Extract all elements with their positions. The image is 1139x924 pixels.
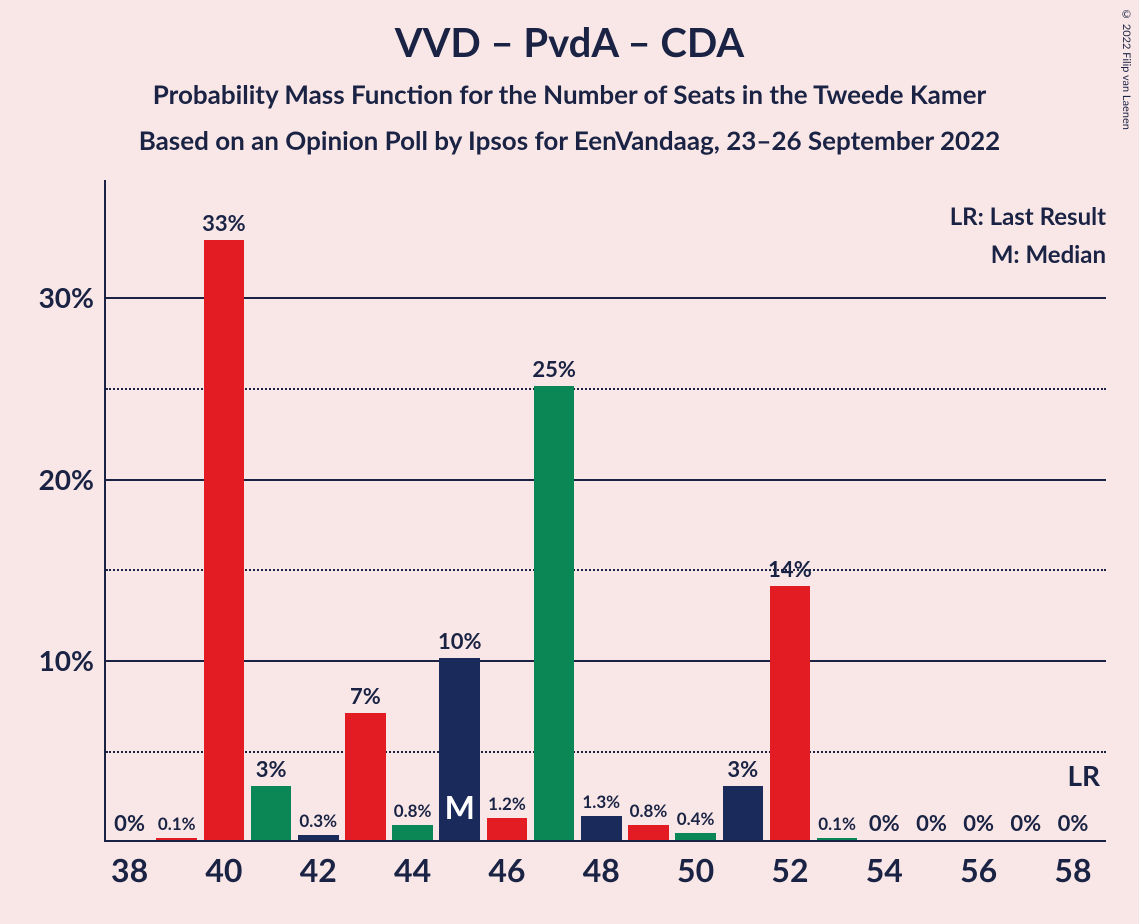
x-tick-label: 56	[960, 850, 997, 889]
gridline-minor	[106, 751, 1106, 753]
bar-value-label: 0%	[916, 809, 947, 836]
chart-plot: 10%20%30%38404244464850525456580%0.1%33%…	[106, 206, 1106, 842]
x-tick-label: 50	[677, 850, 714, 889]
bar-value-label: 10%	[438, 627, 482, 654]
y-tick-label: 10%	[39, 643, 94, 677]
lr-marker: LR	[1067, 758, 1100, 792]
copyright-text: © 2022 Filip van Laenen	[1120, 8, 1133, 130]
x-tick-label: 58	[1054, 850, 1091, 889]
x-tick-label: 40	[205, 850, 242, 889]
bar	[675, 833, 716, 840]
gridline-major	[106, 660, 1106, 662]
bar-value-label: 0%	[114, 809, 145, 836]
bar-value-label: 3%	[256, 755, 287, 782]
bar	[204, 240, 245, 840]
legend-lr: LR: Last Result	[950, 198, 1106, 236]
bar	[581, 816, 622, 840]
bar-value-label: 0.8%	[630, 800, 668, 821]
gridline-major	[106, 297, 1106, 299]
bar	[817, 838, 858, 840]
chart-subtitle-1: Probability Mass Function for the Number…	[0, 78, 1139, 110]
bar-value-label: 0.1%	[818, 813, 856, 834]
legend: LR: Last Result M: Median	[950, 198, 1106, 275]
bar	[487, 818, 528, 840]
bar-value-label: 3%	[727, 755, 758, 782]
bar-value-label: 0%	[963, 809, 994, 836]
chart-title: VVD – PvdA – CDA	[0, 18, 1139, 66]
bar	[156, 838, 197, 840]
bar	[345, 713, 386, 840]
median-marker: M	[445, 787, 475, 826]
gridline-major	[106, 479, 1106, 481]
bar	[251, 786, 292, 841]
bar	[298, 835, 339, 840]
bar-value-label: 14%	[768, 555, 812, 582]
bar-value-label: 7%	[350, 682, 381, 709]
bar-value-label: 0.8%	[394, 800, 432, 821]
x-tick-label: 38	[111, 850, 148, 889]
bar-value-label: 1.2%	[488, 793, 526, 814]
bar-value-label: 1.3%	[582, 791, 620, 812]
bar	[392, 825, 433, 840]
bar	[723, 786, 764, 841]
x-tick-label: 52	[771, 850, 808, 889]
x-tick-label: 42	[300, 850, 337, 889]
chart-titles: VVD – PvdA – CDA Probability Mass Functi…	[0, 0, 1139, 156]
bar-value-label: 0%	[1010, 809, 1041, 836]
bar-value-label: 0%	[1058, 809, 1089, 836]
bar	[534, 386, 575, 840]
legend-m: M: Median	[950, 236, 1106, 274]
plot-area: 10%20%30%38404244464850525456580%0.1%33%…	[106, 206, 1106, 842]
y-tick-label: 30%	[39, 280, 94, 314]
x-tick-label: 46	[488, 850, 525, 889]
bar-value-label: 0.4%	[677, 808, 715, 829]
bar-value-label: 0%	[869, 809, 900, 836]
bar-value-label: 33%	[202, 209, 246, 236]
bar-value-label: 0.1%	[158, 813, 196, 834]
chart-subtitle-2: Based on an Opinion Poll by Ipsos for Ee…	[0, 124, 1139, 156]
gridline-minor	[106, 569, 1106, 571]
bar	[770, 586, 811, 840]
bar	[628, 825, 669, 840]
bar-value-label: 0.3%	[299, 810, 337, 831]
y-tick-label: 20%	[39, 462, 94, 496]
gridline-minor	[106, 388, 1106, 390]
bar-value-label: 25%	[532, 355, 576, 382]
x-tick-label: 48	[583, 850, 620, 889]
x-tick-label: 44	[394, 850, 431, 889]
x-tick-label: 54	[866, 850, 903, 889]
